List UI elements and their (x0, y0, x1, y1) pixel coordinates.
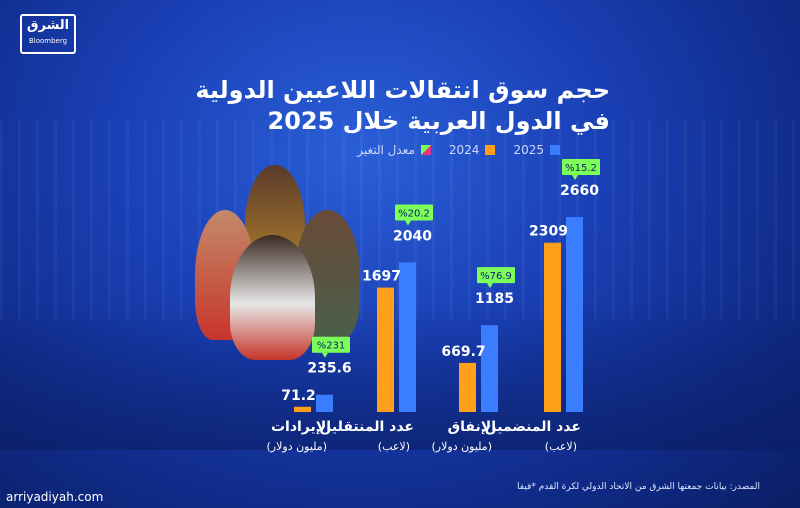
bar-2025 (399, 262, 416, 412)
bar-2025 (316, 394, 333, 412)
change-badge (395, 204, 433, 221)
value-label-2025: 235.6 (307, 361, 351, 377)
change-badge-pointer (487, 283, 493, 289)
legend-label-2024: 2024 (448, 143, 480, 157)
change-badge-pointer (322, 352, 328, 358)
legend-swatch-2024 (485, 145, 496, 155)
change-badge (477, 267, 515, 284)
value-label-2024: 669.7 (441, 344, 485, 360)
legend-label-change: معدل التغير (357, 143, 415, 157)
change-label: %20.2 (398, 208, 430, 219)
legend: 2025 2024 معدل التغير (330, 143, 560, 157)
category-label: الإنفاق (448, 419, 496, 435)
legend-swatch-2025 (550, 145, 560, 155)
legend-item-2025: 2025 (513, 143, 560, 157)
players-photo (185, 160, 365, 360)
legend-label-2025: 2025 (513, 143, 544, 157)
category-label: عدد المنتقلين (319, 419, 414, 435)
legend-item-change: معدل التغير (357, 143, 431, 157)
bar-2025 (481, 325, 498, 412)
value-label-2025: 2660 (560, 183, 599, 199)
asharq-logo: الشرق Bloomberg (20, 14, 76, 54)
bar-2025 (566, 217, 583, 412)
legend-item-2024: 2024 (449, 143, 496, 157)
player-figure (230, 235, 315, 360)
logo-english-text: Bloomberg (28, 37, 68, 45)
change-label: %15.2 (565, 163, 597, 174)
site-watermark: arriyadiyah.com (6, 490, 104, 504)
value-label-2025: 2040 (393, 228, 432, 244)
change-badge-pointer (572, 175, 578, 180)
change-label: %76.9 (480, 271, 512, 282)
value-label-2024: 2309 (529, 224, 568, 240)
bar-2024 (294, 406, 311, 412)
value-label-2025: 1185 (475, 291, 514, 307)
category-unit: (لاعب) (378, 440, 410, 453)
category-label: الإيرادات (271, 419, 331, 435)
bar-2024 (377, 287, 394, 412)
change-badge (562, 159, 600, 175)
category-unit: (مليون دولار) (432, 440, 493, 453)
bar-2024 (459, 362, 476, 412)
change-badge-pointer (405, 220, 411, 226)
category-label: عدد المنضمين (485, 419, 581, 435)
bar-2024 (544, 242, 561, 412)
value-label-2024: 71.2 (281, 388, 316, 404)
chart-title: حجم سوق انتقالات اللاعبين الدولية في الد… (195, 76, 610, 135)
category-unit: (مليون دولار) (267, 440, 328, 453)
source-note: المصدر: بيانات جمعتها الشرق من الاتحاد ا… (517, 482, 760, 492)
logo-arabic-text: الشرق (26, 18, 70, 33)
category-unit: (لاعب) (545, 440, 577, 453)
change-label: %231 (317, 341, 346, 352)
legend-swatch-change (420, 145, 431, 155)
change-badge (312, 336, 350, 353)
value-label-2024: 1697 (362, 269, 401, 285)
